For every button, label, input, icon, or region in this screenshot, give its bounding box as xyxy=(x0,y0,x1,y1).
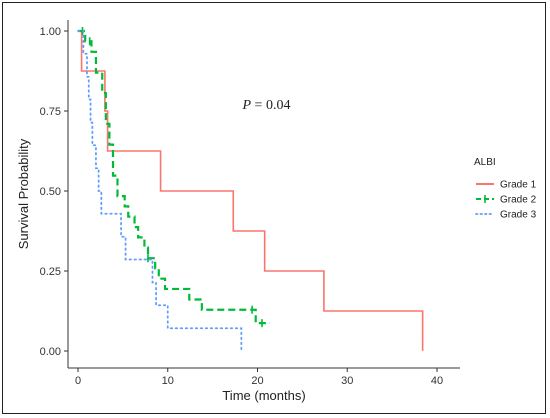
legend-label: Grade 2 xyxy=(500,195,537,206)
x-axis-title: Time (months) xyxy=(222,388,305,403)
y-tick-label: 0.25 xyxy=(40,266,61,278)
legend: ALBI Grade 1 Grade 2 Grade 3 xyxy=(474,157,537,221)
axes xyxy=(67,20,460,369)
x-tick-label: 20 xyxy=(251,375,263,387)
x-tick-label: 0 xyxy=(75,375,81,387)
series-grade-3 xyxy=(77,30,243,352)
curve-grade-2 xyxy=(78,29,271,325)
p-value-letter: P xyxy=(241,98,251,113)
y-tick-label: 0.00 xyxy=(40,346,61,358)
p-value-annotation: P = 0.04 xyxy=(241,98,290,113)
x-tick-label: 30 xyxy=(341,375,353,387)
x-tick-label: 10 xyxy=(162,375,174,387)
legend-label: Grade 3 xyxy=(500,210,537,221)
y-tick-label: 0.50 xyxy=(40,186,61,198)
x-ticks: 0 10 20 30 40 xyxy=(75,368,443,387)
legend-title: ALBI xyxy=(474,157,496,168)
legend-items: Grade 1 Grade 2 Grade 3 xyxy=(475,180,537,221)
p-value-text: = 0.04 xyxy=(251,98,290,113)
legend-label: Grade 1 xyxy=(500,180,537,191)
legend-item-grade-2: Grade 2 xyxy=(476,195,537,206)
y-ticks: 0.00 0.25 0.50 0.75 1.00 xyxy=(40,26,68,358)
series-grade-1 xyxy=(78,30,424,351)
series-grade-2 xyxy=(78,27,271,328)
curve-grade-1 xyxy=(78,30,424,351)
y-axis-title: Survival Probability xyxy=(16,138,31,249)
y-tick-label: 0.75 xyxy=(40,106,61,118)
curve-grade-3 xyxy=(77,30,243,352)
legend-item-grade-1: Grade 1 xyxy=(476,180,537,191)
y-tick-label: 1.00 xyxy=(40,26,61,38)
x-tick-label: 40 xyxy=(431,375,443,387)
survival-curves xyxy=(77,27,424,352)
legend-item-grade-3: Grade 3 xyxy=(475,210,537,221)
